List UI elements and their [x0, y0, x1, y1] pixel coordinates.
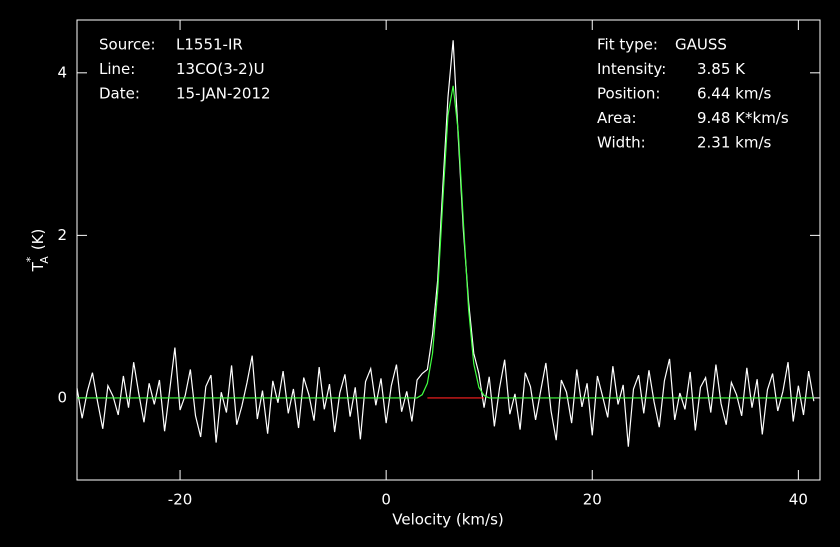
note-label: Width: [597, 134, 646, 152]
x-tick-label: 20 [583, 491, 602, 509]
spectrum-line [77, 85, 814, 399]
note-value: GAUSS [675, 36, 727, 54]
note-label: Source: [99, 36, 156, 54]
note-label: Area: [597, 109, 637, 127]
note-value: 2.31 km/s [697, 134, 772, 152]
note-label: Date: [99, 85, 140, 103]
x-axis-label: Velocity (km/s) [392, 511, 503, 529]
y-label-sup: * [24, 256, 37, 262]
plot-frame [76, 19, 821, 481]
note-value: 13CO(3-2)U [176, 60, 265, 78]
note-value: 9.48 K*km/s [697, 109, 789, 127]
note-value: 15-JAN-2012 [176, 85, 271, 103]
y-tick-label: 0 [57, 388, 67, 406]
note-label: Position: [597, 85, 660, 103]
note-value: 6.44 km/s [697, 85, 772, 103]
x-tick-label: 0 [381, 491, 391, 509]
note-label: Intensity: [597, 60, 666, 78]
x-tick-label: -20 [168, 491, 193, 509]
y-label-unit: (K) [29, 229, 47, 251]
spectrum-line [76, 40, 815, 447]
note-value: 3.85 K [697, 60, 746, 78]
y-label-sub: A [38, 256, 51, 264]
x-tick-label: 40 [789, 491, 808, 509]
note-label: Line: [99, 60, 135, 78]
y-axis-label: T*A (K) [24, 229, 51, 273]
y-tick-label: 4 [57, 63, 67, 81]
y-tick-label: 2 [57, 226, 67, 244]
y-label-main: T [29, 261, 47, 272]
note-value: L1551-IR [176, 36, 243, 54]
note-label: Fit type: [597, 36, 658, 54]
